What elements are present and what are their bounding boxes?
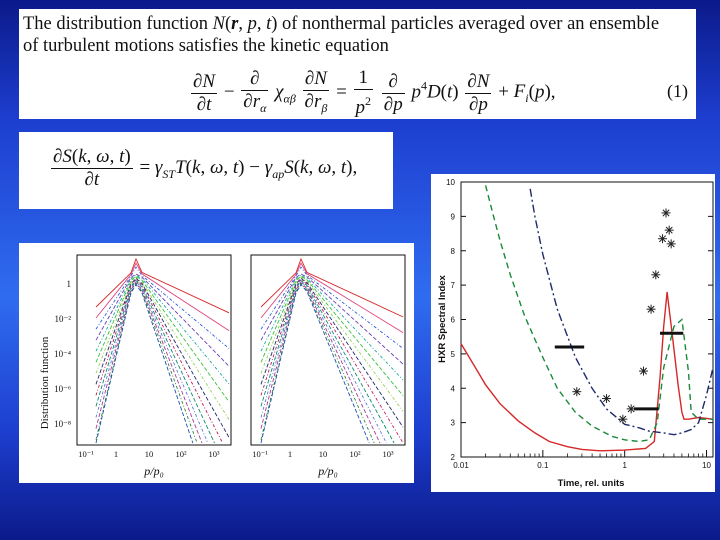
distribution-curve xyxy=(95,283,194,444)
x-tick-label: 1 xyxy=(288,449,292,459)
y-tick-label: 10⁻⁸ xyxy=(54,419,71,429)
hxr-horizontal-bars xyxy=(554,331,684,411)
intro-line-1b: of nonthermal particles averaged over an… xyxy=(277,14,660,34)
x-tick-label: 1 xyxy=(114,449,118,459)
hxr-xlabel: Time, rel. units xyxy=(558,478,625,489)
distribution-curve xyxy=(260,273,404,365)
distribution-curve xyxy=(95,277,230,438)
distribution-curve xyxy=(95,266,230,349)
distribution-curve xyxy=(260,257,404,318)
observed-point xyxy=(572,387,582,397)
x-tick-label: 1 xyxy=(622,461,627,470)
x-tick-label: 10⁻¹ xyxy=(252,449,268,459)
distribution-xlabel-left: p/p₀ xyxy=(143,464,164,478)
y-tick-labels: 1 10⁻² 10⁻⁴ 10⁻⁶ 10⁻⁸ xyxy=(54,279,71,429)
distribution-plot-left xyxy=(76,254,232,446)
observed-point xyxy=(661,208,671,218)
x-tick-labels-right: 10⁻¹ 1 10 10² 10³ xyxy=(252,449,394,459)
y-tick-label: 4 xyxy=(451,384,456,393)
y-tick-label: 1 xyxy=(67,279,72,289)
observed-point xyxy=(664,225,674,235)
distribution-curve xyxy=(260,282,375,444)
x-tick-label: 10 xyxy=(702,461,711,470)
wave-equation: ∂S(k, ω, t) ∂t = γSTT(k, ω, t) − γapS(k, … xyxy=(51,146,358,190)
observed-point xyxy=(639,366,649,376)
hxr-ylabel: HXR Spectral Index xyxy=(437,274,448,362)
distribution-ylabel: Distribution function xyxy=(39,336,51,429)
distribution-curve xyxy=(260,280,387,444)
series-line-navy xyxy=(529,188,714,436)
distribution-curve xyxy=(260,274,404,381)
y-tick-label: 10⁻² xyxy=(55,314,72,324)
distribution-curve xyxy=(95,280,209,444)
y-tick-label: 7 xyxy=(451,281,456,290)
x-tick-label: 10² xyxy=(349,449,361,459)
distribution-curve xyxy=(95,262,230,331)
x-tick-label: 0.1 xyxy=(537,461,549,470)
distribution-curve xyxy=(260,262,404,333)
equation-number: (1) xyxy=(667,81,688,101)
distribution-curve xyxy=(260,283,370,444)
x-tick-label: 10³ xyxy=(208,449,220,459)
x-tick-label: 10 xyxy=(145,449,154,459)
kinetic-equation: ∂N ∂t − ∂ ∂rα χαβ ∂N ∂rβ = 1 p2 ∂ ∂p p4D(t) ∂… xyxy=(191,67,556,118)
series-line-green xyxy=(484,185,713,443)
hxr-axes: 2 3 4 5 6 7 8 9 10 0.01 0.1 1 10 xyxy=(446,178,713,470)
hxr-spectral-index-panel: 2 3 4 5 6 7 8 9 10 0.01 0.1 1 10 HXR Spectral Index … xyxy=(431,174,715,492)
distribution-function-panel: Distribution function 1 10⁻² 10⁻⁴ 10⁻⁶ 1… xyxy=(19,243,414,483)
distribution-curve xyxy=(95,281,203,444)
distribution-curve xyxy=(95,279,215,444)
series-line-red xyxy=(460,291,714,452)
distribution-curve xyxy=(95,278,224,444)
hxr-series xyxy=(460,185,714,452)
y-tick-label: 9 xyxy=(451,212,456,221)
observed-point xyxy=(658,234,668,244)
kinetic-equation-panel: The distribution function N(r, p, t) of … xyxy=(19,9,696,119)
x-tick-label: 10³ xyxy=(382,449,394,459)
y-tick-label: 10⁻⁴ xyxy=(54,349,71,359)
y-tick-label: 3 xyxy=(451,419,456,428)
y-tick-label: 6 xyxy=(451,316,456,325)
y-tick-label: 2 xyxy=(451,453,456,462)
x-tick-label: 10⁻¹ xyxy=(78,449,94,459)
observed-point xyxy=(651,270,661,280)
observed-point xyxy=(618,414,628,424)
distribution-xlabel-right: p/p₀ xyxy=(317,464,338,478)
x-tick-label: 10 xyxy=(319,449,328,459)
observed-point xyxy=(602,394,612,404)
distribution-plots: Distribution function 1 10⁻² 10⁻⁴ 10⁻⁶ 1… xyxy=(39,254,406,478)
y-tick-label: 10 xyxy=(446,178,455,187)
distribution-curve xyxy=(95,274,230,385)
x-tick-labels-left: 10⁻¹ 1 10 10² 10³ xyxy=(78,449,220,459)
distribution-curve xyxy=(260,281,381,444)
distribution-curve xyxy=(95,273,230,367)
observed-point xyxy=(666,239,676,249)
distribution-curve xyxy=(95,282,198,444)
distribution-curve xyxy=(95,275,230,403)
distribution-plot-right xyxy=(250,254,406,446)
observed-point xyxy=(646,304,656,314)
intro-text: The distribution function N(r, p, t) of … xyxy=(23,13,691,57)
observed-point xyxy=(626,404,636,414)
intro-line-2: of turbulent motions satisfies the kinet… xyxy=(23,36,389,56)
distribution-curve xyxy=(260,275,404,396)
distribution-curve xyxy=(260,279,395,444)
x-tick-label: 0.01 xyxy=(453,461,469,470)
intro-line-1a: The distribution function xyxy=(23,14,213,34)
x-tick-label: 10² xyxy=(175,449,187,459)
y-tick-label: 5 xyxy=(451,350,456,359)
hxr-observed-points xyxy=(572,208,676,424)
distribution-curve xyxy=(260,278,404,444)
distribution-curve xyxy=(260,276,404,412)
hxr-plot-frame xyxy=(460,181,714,458)
y-tick-label: 10⁻⁶ xyxy=(54,384,71,394)
distribution-curve xyxy=(95,257,230,314)
distribution-curve xyxy=(260,266,404,349)
y-tick-label: 8 xyxy=(451,247,456,256)
distribution-curve xyxy=(95,276,230,420)
wave-equation-panel: ∂S(k, ω, t) ∂t = γSTT(k, ω, t) − γapS(k, … xyxy=(19,132,393,209)
